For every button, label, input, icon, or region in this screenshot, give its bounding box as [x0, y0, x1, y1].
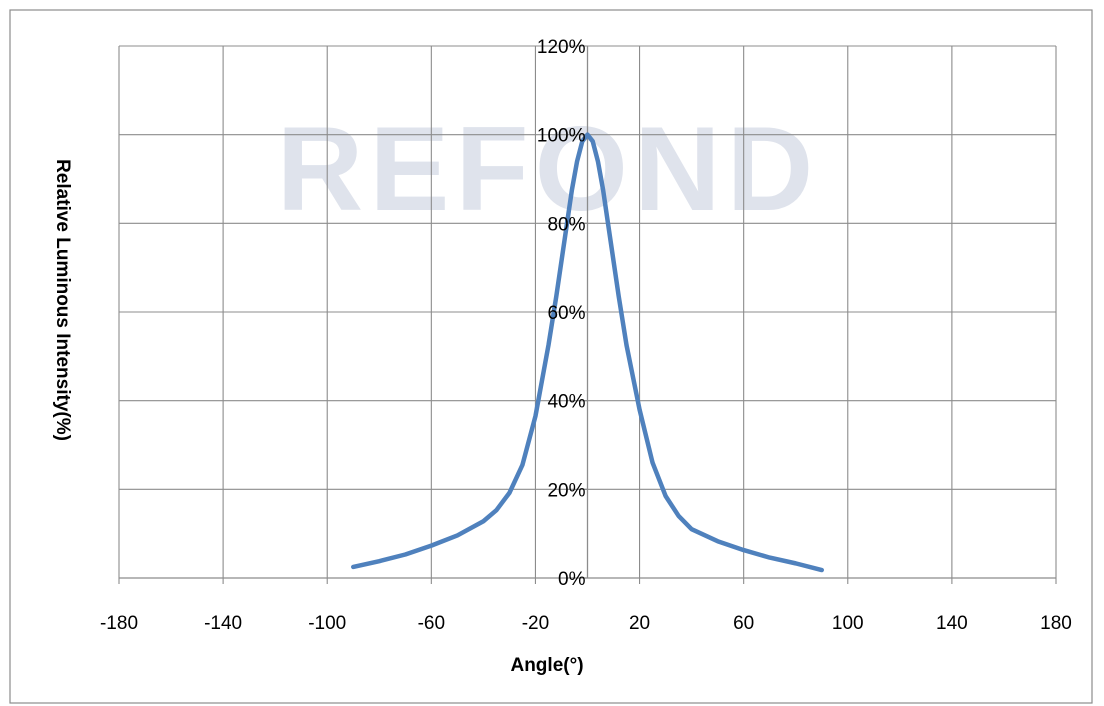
x-tick-label: 20	[629, 613, 650, 634]
x-tick-label: -140	[204, 613, 242, 634]
y-tick-label: 120%	[537, 37, 586, 58]
y-tick-label: 60%	[547, 303, 585, 324]
x-tick-label: -20	[522, 613, 549, 634]
x-tick-label: -180	[100, 613, 138, 634]
x-axis-title: Angle(°)	[510, 655, 583, 676]
y-tick-label: 20%	[547, 480, 585, 501]
x-tick-label: -60	[418, 613, 445, 634]
y-tick-label: 80%	[547, 214, 585, 235]
grid	[118, 45, 1057, 578]
x-tick-label: 100	[832, 613, 864, 634]
chart-border	[9, 9, 1093, 704]
series-layer	[351, 132, 824, 573]
x-tick-label: 60	[733, 613, 754, 634]
x-tick-label: 180	[1040, 613, 1072, 634]
y-axis-title: Relative Luminous Intensity(%)	[52, 159, 73, 441]
y-tick-label: 40%	[547, 392, 585, 413]
tick-labels: -180 -140 -100 -60 -20 20 60 100 140 180 0% 20% 40% 6…	[100, 37, 1072, 634]
x-tick-label: 140	[936, 613, 968, 634]
y-tick-label: 100%	[537, 126, 586, 147]
series-line	[351, 132, 824, 573]
x-tick-label: -100	[308, 613, 346, 634]
watermark-text: REFOND	[277, 102, 820, 236]
y-tick-label: 0%	[558, 569, 586, 590]
axes	[118, 45, 1057, 584]
